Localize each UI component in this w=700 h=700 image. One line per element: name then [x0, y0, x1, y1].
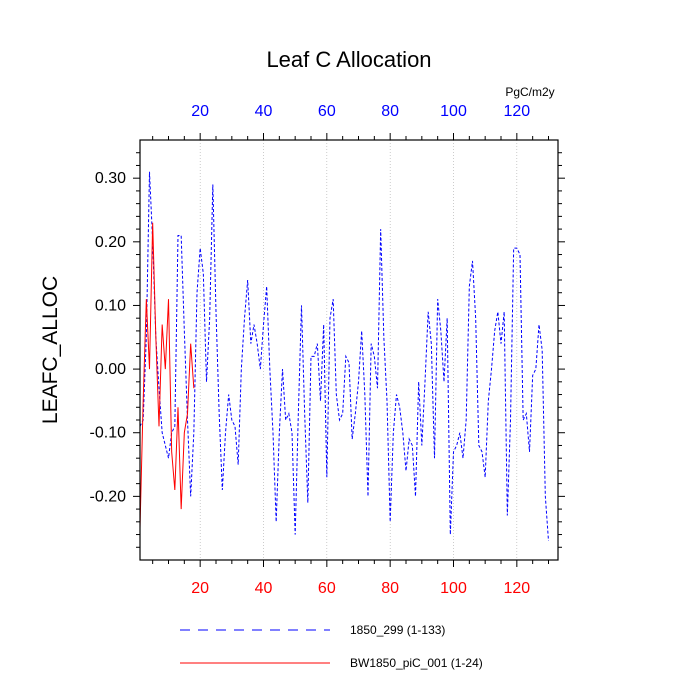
x-tick-label-top: 100 — [440, 103, 467, 120]
chart-title: Leaf C Allocation — [266, 47, 431, 72]
y-tick-label: 0.30 — [95, 170, 126, 187]
grid — [199, 140, 518, 560]
y-tick-label: -0.10 — [90, 425, 127, 442]
y-tick-label: 0.10 — [95, 297, 126, 314]
y-tick-label: -0.20 — [90, 488, 127, 505]
x-tick-label-bottom: 40 — [255, 580, 273, 597]
axes: -0.20 -0.10 0.00 0.10 0.20 0.30 20 20 40 40 60 60 80… — [90, 103, 565, 597]
legend: 1850_299 (1-133) BW1850_piC_001 (1-24) — [180, 623, 483, 670]
legend-label-bw1850-pic-001: BW1850_piC_001 (1-24) — [350, 656, 483, 670]
series-line-1 — [139, 222, 195, 529]
x-tick-label-top: 60 — [318, 103, 336, 120]
x-tick-label-bottom: 80 — [381, 580, 399, 597]
y-axis-label: LEAFC_ALLOC — [39, 276, 62, 424]
y-tick-label: 0.20 — [95, 234, 126, 251]
x-tick-label-bottom: 20 — [191, 580, 209, 597]
x-tick-label-top: 20 — [191, 103, 209, 120]
x-tick-label-top: 80 — [381, 103, 399, 120]
series-group — [139, 171, 549, 541]
y-tick-label: 0.00 — [95, 361, 126, 378]
series-line-0 — [139, 171, 549, 541]
legend-label-1850-299: 1850_299 (1-133) — [350, 623, 445, 637]
top-axis-unit: PgC/m2y — [505, 85, 554, 99]
x-tick-label-top: 120 — [503, 103, 530, 120]
plot-frame — [139, 139, 559, 561]
x-tick-label-bottom: 100 — [440, 580, 467, 597]
x-tick-label-top: 40 — [255, 103, 273, 120]
x-tick-label-bottom: 60 — [318, 580, 336, 597]
x-tick-label-bottom: 120 — [503, 580, 530, 597]
